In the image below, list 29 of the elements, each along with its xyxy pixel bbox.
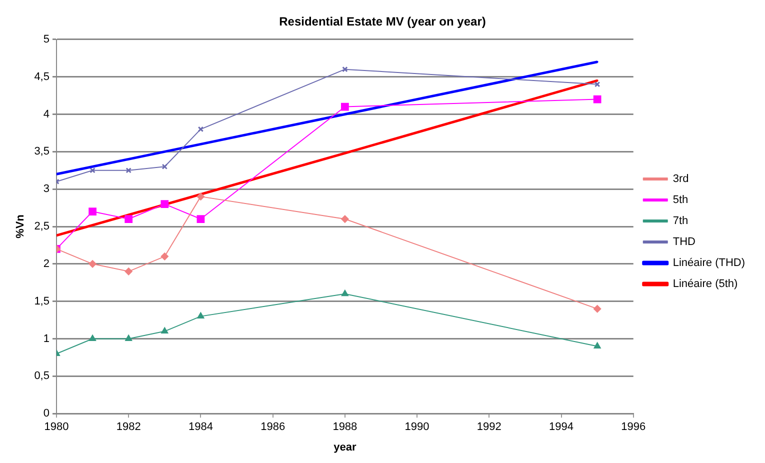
x-tick-label: 1984 [188, 421, 213, 434]
y-tick-label: 3,5 [34, 146, 50, 158]
x-tick-label: 1992 [476, 421, 502, 434]
y-tick-label: 2,5 [34, 220, 50, 233]
y-tick-label: 2 [43, 258, 50, 270]
legend-label: Linéaire (5th) [672, 278, 738, 290]
y-tick-label: 5 [43, 33, 50, 46]
chart-title: Residential Estate MV (year on year) [279, 14, 486, 29]
legend-label: 5th [672, 194, 688, 206]
x-axis-title: year [334, 441, 357, 454]
legend-label: Linéaire (THD) [672, 257, 746, 270]
x-tick-label: 1994 [549, 421, 574, 434]
legend-label: THD [672, 236, 696, 248]
x-tick-label: 1982 [116, 421, 141, 434]
y-tick-label: 1,5 [34, 295, 50, 308]
y-tick-label: 1 [43, 332, 50, 345]
y-tick-label: 4,5 [34, 70, 50, 83]
x-tick-label: 1988 [332, 421, 358, 434]
y-tick-label: 0,5 [34, 370, 50, 382]
y-axis-title: %Vn [14, 214, 27, 238]
x-tick-label: 1986 [260, 421, 286, 434]
legend-label: 7th [672, 215, 688, 228]
x-tick-label: 1980 [44, 421, 69, 434]
y-tick-label: 0 [43, 408, 50, 420]
y-tick-label: 4 [43, 108, 50, 120]
legend-label: 3rd [672, 173, 689, 186]
x-tick-label: 1996 [621, 421, 646, 434]
x-tick-label: 1990 [404, 421, 430, 434]
y-tick-label: 3 [43, 183, 50, 196]
